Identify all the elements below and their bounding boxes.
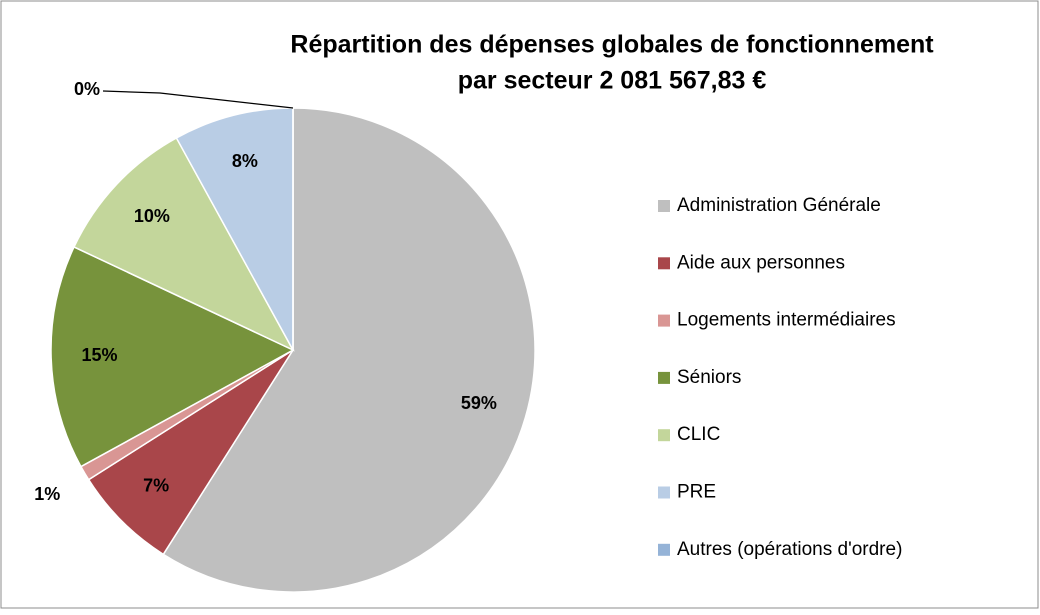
legend-swatch [658, 429, 670, 442]
legend-swatch [658, 486, 670, 499]
legend-swatch [658, 200, 670, 212]
data-label: 8% [232, 151, 258, 171]
data-label: 1% [34, 484, 60, 504]
data-label: 10% [134, 206, 170, 226]
chart-title: par secteur 2 081 567,83 € [458, 67, 767, 95]
legend-swatch [658, 257, 670, 270]
legend-label: Aide aux personnes [677, 252, 845, 273]
data-label: 7% [143, 476, 169, 496]
pie-slice [73, 136, 295, 352]
legend-label: Autres (opérations d'ordre) [677, 539, 902, 560]
legend-label: Séniors [677, 367, 741, 388]
legend-label: PRE [677, 482, 716, 503]
legend-swatch [658, 314, 670, 327]
pie-slice [162, 107, 536, 593]
chart-title: Répartition des dépenses globales de fon… [290, 31, 934, 59]
legend-label: Administration Générale [677, 195, 881, 216]
leader-line [102, 90, 294, 109]
legend-swatch [658, 543, 670, 556]
data-label: 15% [81, 345, 117, 365]
pie-slice [50, 245, 295, 468]
legend-label: Logements intermédiaires [677, 310, 896, 331]
data-label: 59% [461, 393, 497, 413]
legend-swatch [658, 371, 670, 384]
pie-slice [87, 349, 294, 556]
data-label: 0% [74, 79, 100, 99]
legend-label: CLIC [677, 424, 720, 445]
